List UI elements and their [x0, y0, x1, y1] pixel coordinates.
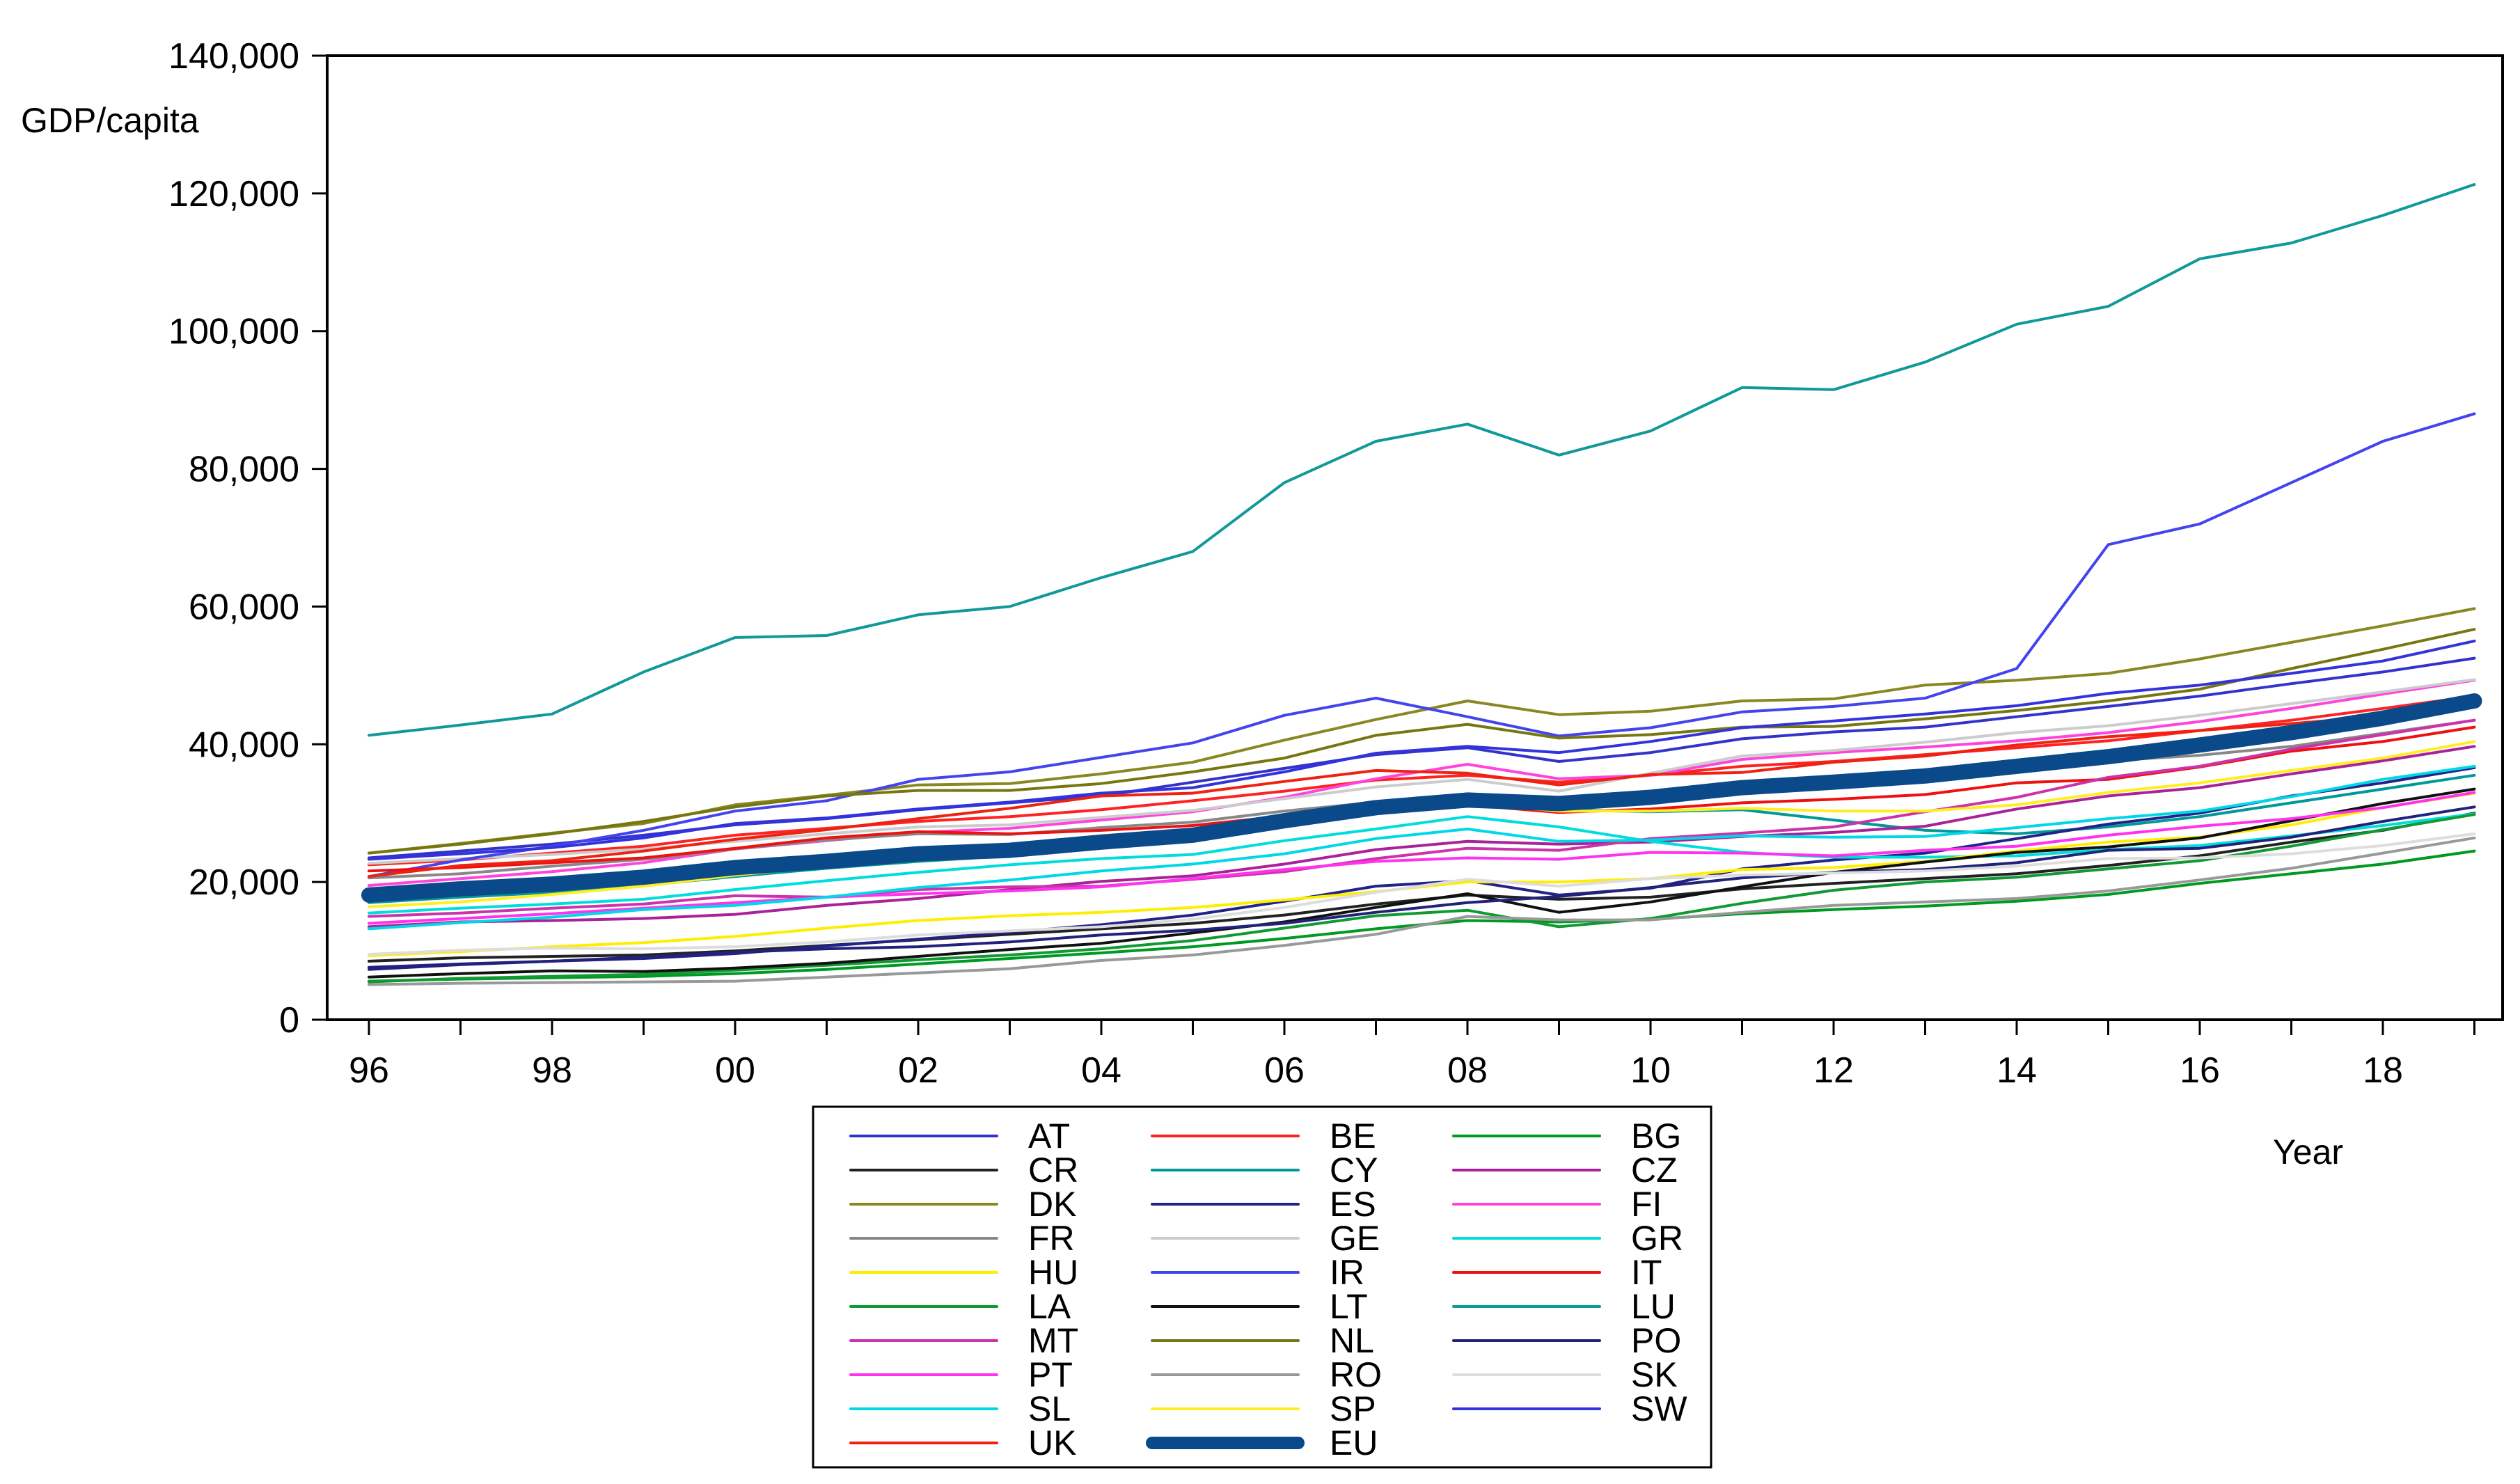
x-tick-label: 96 [349, 1050, 389, 1091]
legend-label-uk: UK [1028, 1423, 1076, 1462]
legend-label-la: LA [1028, 1287, 1071, 1326]
y-tick-label: 100,000 [168, 312, 299, 352]
x-axis-title: Year [2273, 1132, 2343, 1171]
legend-label-at: AT [1028, 1116, 1070, 1155]
legend-label-dk: DK [1028, 1185, 1076, 1224]
series-line-ro [368, 836, 2476, 986]
y-tick-label: 140,000 [168, 36, 299, 77]
series-line-la [368, 813, 2476, 984]
series-line-nl [368, 628, 2476, 855]
legend-label-ge: GE [1330, 1219, 1380, 1258]
series-line-cz [368, 745, 2476, 929]
legend-label-fr: FR [1028, 1219, 1075, 1258]
x-axis: 96 98 00 02 04 06 08 10 12 14 16 18 [349, 1020, 2475, 1091]
x-tick-label: 06 [1264, 1050, 1305, 1091]
x-tick-label: 00 [715, 1050, 755, 1091]
legend-label-gr: GR [1631, 1219, 1683, 1258]
legend-box [812, 1105, 1712, 1469]
legend-label-po: PO [1631, 1321, 1681, 1360]
y-axis: 0 20,000 40,000 60,000 80,000 100,000 120,000 1… [168, 36, 327, 1041]
legend-label-pt: PT [1028, 1355, 1073, 1394]
legend-label-sl: SL [1028, 1389, 1071, 1428]
legend-label-eu: EU [1330, 1423, 1378, 1462]
y-tick-label: 60,000 [189, 587, 299, 627]
y-tick-label: 80,000 [189, 450, 299, 490]
legend-label-cy: CY [1330, 1151, 1378, 1190]
x-tick-label: 02 [898, 1050, 938, 1091]
series-line-sk [368, 832, 2476, 956]
series-layer [361, 183, 2482, 986]
series-line-lu [368, 183, 2476, 737]
x-tick-label: 10 [1630, 1050, 1671, 1091]
x-tick-label: 14 [1997, 1050, 2037, 1091]
y-axis-title: GDP/capita [21, 101, 199, 140]
legend-label-ir: IR [1330, 1253, 1364, 1292]
legend-label-hu: HU [1028, 1253, 1078, 1292]
legend-label-lt: LT [1330, 1287, 1368, 1326]
series-line-pt [368, 791, 2476, 925]
series-line-ir [368, 412, 2476, 878]
series-line-eu [361, 693, 2482, 903]
legend-label-cr: CR [1028, 1151, 1078, 1190]
legend-label-bg: BG [1631, 1116, 1681, 1155]
x-tick-label: 08 [1447, 1050, 1488, 1091]
legend: AT BE BG CR CY CZ DK ES FI FR GE GR HU IR IT LA LT LU MT NL… [812, 1105, 1712, 1469]
legend-label-sk: SK [1631, 1355, 1678, 1394]
legend-label-mt: MT [1028, 1321, 1078, 1360]
series-line-sl [368, 764, 2476, 931]
legend-label-sw: SW [1631, 1389, 1687, 1428]
x-tick-label: 98 [532, 1050, 572, 1091]
x-tick-label: 04 [1081, 1050, 1121, 1091]
series-line-uk [368, 701, 2476, 878]
legend-label-es: ES [1330, 1185, 1376, 1224]
legend-label-lu: LU [1631, 1287, 1676, 1326]
legend-label-it: IT [1631, 1253, 1662, 1292]
legend-label-sp: SP [1330, 1389, 1376, 1428]
series-line-mt [368, 718, 2476, 918]
y-tick-label: 20,000 [189, 862, 299, 903]
legend-label-nl: NL [1330, 1321, 1374, 1360]
series-line-sw [368, 639, 2476, 861]
series-line-po [368, 805, 2476, 971]
legend-label-cz: CZ [1631, 1151, 1678, 1190]
x-tick-label: 12 [1813, 1050, 1854, 1091]
series-line-ge [368, 678, 2476, 865]
legend-label-fi: FI [1631, 1185, 1662, 1224]
plot-frame [326, 54, 2504, 1021]
x-tick-label: 16 [2180, 1050, 2220, 1091]
y-tick-label: 120,000 [168, 174, 299, 214]
x-tick-label: 18 [2363, 1050, 2403, 1091]
series-line-lt [368, 787, 2476, 979]
series-line-be [368, 695, 2476, 867]
legend-label-be: BE [1330, 1116, 1376, 1155]
y-tick-label: 40,000 [189, 725, 299, 765]
y-tick-label: 0 [279, 1000, 299, 1041]
legend-label-ro: RO [1330, 1355, 1382, 1394]
